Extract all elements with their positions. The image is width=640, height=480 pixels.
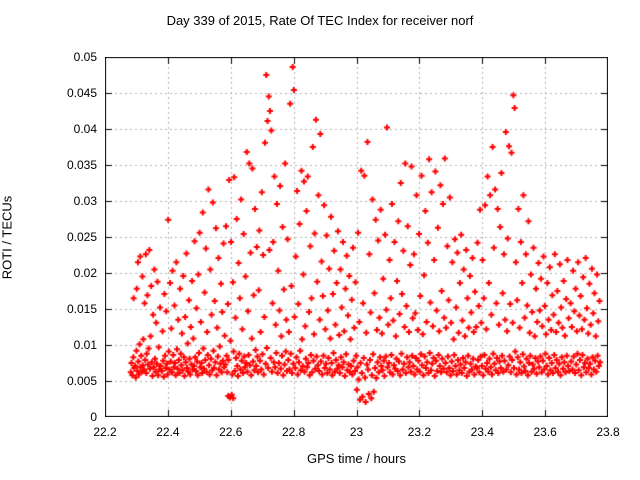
scatter-canvas — [105, 57, 608, 417]
x-tick-label: 22.2 — [93, 425, 117, 439]
y-tick-label: 0.01 — [73, 338, 97, 352]
x-tick-label: 23.4 — [470, 425, 494, 439]
x-tick-label: 23 — [349, 425, 364, 439]
x-tick-label: 23.8 — [596, 425, 620, 439]
x-tick-label: 22.4 — [156, 425, 180, 439]
y-tick-label: 0.02 — [73, 266, 97, 280]
y-tick-label: 0.035 — [66, 158, 97, 172]
x-axis-label: GPS time / hours — [307, 451, 406, 466]
y-tick-label: 0.045 — [66, 86, 97, 100]
x-tick-label: 22.6 — [219, 425, 243, 439]
y-tick-label: 0 — [90, 410, 97, 424]
y-tick-label: 0.025 — [66, 230, 97, 244]
plot-area — [105, 57, 608, 417]
y-tick-label: 0.05 — [73, 50, 97, 64]
y-tick-label: 0.005 — [66, 374, 97, 388]
x-tick-label: 23.2 — [407, 425, 432, 439]
x-tick-label: 23.6 — [533, 425, 557, 439]
x-tick-label: 22.8 — [281, 425, 306, 439]
y-tick-label: 0.03 — [73, 194, 97, 208]
y-tick-label: 0.04 — [73, 122, 97, 136]
chart-title: Day 339 of 2015, Rate Of TEC Index for r… — [166, 13, 474, 28]
y-tick-label: 0.015 — [66, 302, 97, 316]
